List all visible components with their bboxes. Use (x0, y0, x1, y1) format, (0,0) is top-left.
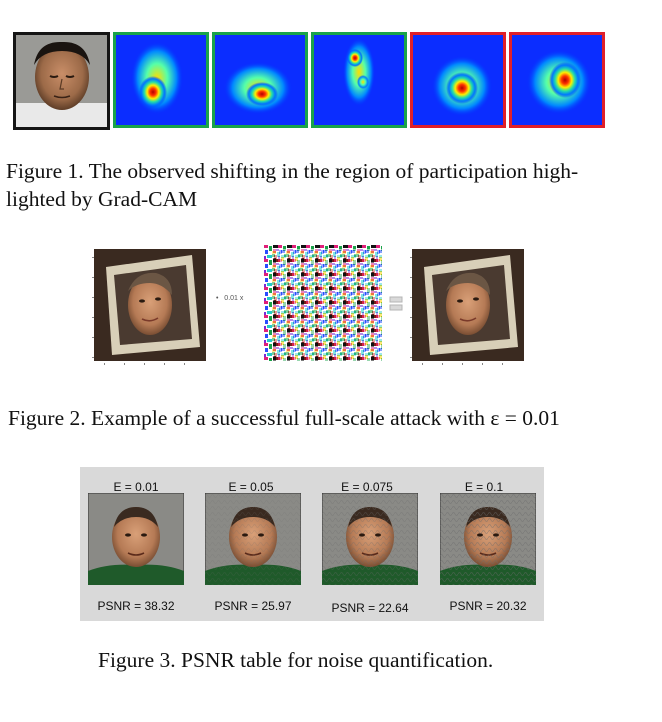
gradcam-map-4 (410, 32, 506, 128)
face-image-eps-3 (321, 492, 419, 586)
figure-1-caption: Figure 1. The observed shifting in the r… (6, 157, 656, 213)
equals-sign-icon (389, 294, 403, 314)
epsilon-label-2: E = 0.05 (228, 480, 274, 494)
epsilon-label-3: E = 0.075 (341, 480, 393, 494)
figure-1-caption-line-1: Figure 1. The observed shifting in the r… (6, 159, 579, 183)
psnr-label-2: PSNR = 25.97 (214, 599, 292, 613)
gradcam-map-5 (509, 32, 605, 128)
psnr-label-3: PSNR = 22.64 (331, 601, 409, 615)
original-face-image (13, 32, 110, 130)
epsilon-label-1: E = 0.01 (113, 480, 159, 494)
psnr-label-4: PSNR = 20.32 (449, 599, 527, 613)
psnr-label-1: PSNR = 38.32 (97, 599, 175, 613)
figure-3-caption: Figure 3. PSNR table for noise quantific… (98, 648, 494, 672)
bullet: • (216, 295, 219, 302)
face-image-eps-1 (87, 492, 185, 586)
adversarial-image-plot (410, 243, 530, 369)
gradcam-map-3 (311, 32, 407, 128)
figure-2-caption: Figure 2. Example of a successful full-s… (8, 404, 658, 432)
face-image-eps-2 (204, 492, 302, 586)
gradcam-map-2 (212, 32, 308, 128)
multiply-label: • 0.01 x (216, 295, 243, 302)
figure-2-caption-text: Figure 2. Example of a successful full-s… (8, 406, 491, 430)
figure-1-caption-line-2: lighted by Grad-CAM (6, 187, 198, 211)
perturbation-noise-image (264, 245, 388, 367)
epsilon-label-4: E = 0.1 (464, 480, 504, 494)
face-image-eps-4 (439, 492, 537, 586)
clean-image-plot (92, 243, 212, 369)
figure-2-caption-math: ε = 0.01 (490, 406, 560, 430)
epsilon-multiplier: 0.01 x (224, 295, 244, 302)
gradcam-map-1 (113, 32, 209, 128)
